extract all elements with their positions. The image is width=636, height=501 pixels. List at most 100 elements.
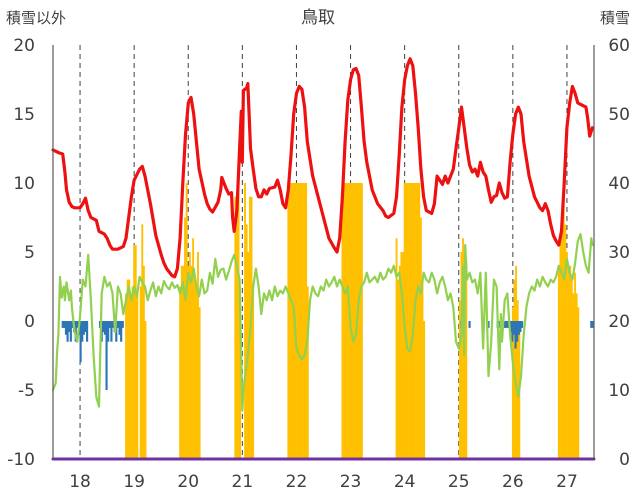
orange-bars-36 (289, 183, 291, 459)
orange-bars-67 (405, 183, 408, 459)
orange-bars-65 (402, 252, 404, 459)
blue-bars-18 (102, 321, 105, 333)
left-tick-label: 20 (13, 36, 35, 56)
orange-bars-77 (421, 279, 424, 459)
blue-bars-11 (79, 321, 82, 363)
orange-bars-15 (184, 217, 186, 459)
blue-bars-45 (514, 321, 517, 349)
orange-bars-55 (352, 183, 355, 459)
orange-bars-95 (567, 265, 570, 459)
orange-bars-83 (465, 258, 468, 459)
right-tick-label: 20 (608, 312, 630, 332)
blue-bars-21 (107, 321, 110, 342)
orange-bars-92 (562, 196, 565, 460)
orange-bars-75 (418, 183, 421, 459)
orange-bars-37 (290, 183, 293, 459)
x-tick-label: 21 (232, 472, 254, 492)
orange-bars-70 (410, 183, 413, 459)
orange-bars-24 (198, 307, 201, 459)
orange-bars-58 (357, 183, 360, 459)
x-tick-label: 22 (286, 472, 308, 492)
orange-bars-40 (295, 183, 298, 459)
orange-bars-68 (406, 183, 409, 459)
orange-bars-19 (190, 265, 193, 459)
green-line (51, 233, 594, 412)
blue-bars-1 (63, 321, 66, 328)
orange-bars-99 (574, 272, 577, 459)
orange-bars-22 (195, 286, 198, 459)
blue-bars-42 (509, 321, 512, 333)
x-tick-label: 18 (69, 472, 91, 492)
orange-bars-1 (126, 279, 129, 459)
orange-bars-87 (516, 300, 519, 459)
orange-bars-86 (515, 265, 518, 459)
x-tick-label: 20 (177, 472, 199, 492)
orange-bars-41 (297, 183, 300, 459)
chart-title: 鳥取 (301, 8, 335, 28)
left-tick-label: -5 (18, 381, 35, 401)
blue-bars-44 (512, 321, 516, 335)
orange-bars-8 (139, 286, 142, 459)
orange-bars-30 (245, 224, 248, 459)
orange-bars-64 (400, 252, 403, 459)
blue-bars-32 (468, 321, 471, 328)
x-tick-label: 23 (340, 472, 362, 492)
orange-bars-12 (179, 286, 182, 459)
left-tick-label: 10 (13, 174, 35, 194)
orange-bars-61 (395, 238, 398, 459)
blue-bars-24 (111, 321, 115, 328)
orange-bars-59 (359, 183, 362, 459)
orange-bars-16 (185, 183, 188, 459)
orange-bars-63 (398, 265, 401, 459)
right-tick-label: 30 (608, 243, 630, 263)
blue-bars-50 (590, 321, 593, 328)
orange-bars-47 (306, 286, 309, 459)
orange-bars-17 (187, 265, 190, 459)
orange-bars-21 (193, 279, 196, 459)
orange-bars-13 (180, 265, 183, 459)
orange-bars-9 (141, 224, 144, 459)
blue-bars-40 (506, 321, 509, 328)
orange-bars-82 (463, 265, 466, 459)
orange-bars-28 (239, 286, 242, 459)
orange-bars-54 (351, 183, 354, 459)
orange-bars-45 (303, 183, 306, 459)
blue-bars-0 (61, 321, 64, 328)
right-tick-label: 50 (608, 105, 630, 125)
blue-bars-3 (66, 321, 69, 342)
right-tick-label: 40 (608, 174, 630, 194)
orange-bars-34 (252, 286, 255, 459)
tick-labels: -10 -5 0 5 10 15 20 0 10 20 30 40 50 60 18 19 20 21 22 23 24… (7, 36, 630, 492)
blue-bars-35 (498, 321, 501, 328)
blue-bars-47 (517, 321, 520, 335)
red-line (51, 57, 594, 279)
orange-bars-25 (234, 196, 237, 460)
x-tick-label: 25 (448, 472, 470, 492)
series-layer (51, 57, 596, 461)
left-tick-label: -10 (7, 450, 35, 470)
right-tick-label: 10 (608, 381, 630, 401)
orange-bars-51 (346, 183, 349, 459)
orange-bars-43 (300, 183, 303, 459)
blue-bars-39 (504, 321, 507, 328)
orange-bars-50 (344, 183, 347, 459)
orange-bars-3 (129, 293, 132, 459)
orange-bars-84 (511, 307, 514, 459)
orange-bars-62 (397, 279, 400, 459)
orange-bars-52 (347, 183, 350, 459)
orange-bars-76 (419, 217, 422, 459)
blue-bars-15 (86, 321, 89, 342)
orange-bars-48 (341, 183, 344, 459)
orange-bars-80 (460, 252, 463, 459)
orange-bars-26 (235, 210, 238, 459)
right-tick-label: 60 (608, 36, 630, 56)
blue-bars-48 (519, 321, 522, 333)
orange-bars-97 (570, 279, 573, 459)
x-tick-label: 19 (123, 472, 145, 492)
left-tick-label: 0 (24, 312, 35, 332)
orange-bars-56 (354, 183, 357, 459)
left-tick-label: 15 (13, 105, 35, 125)
orange-bars-73 (415, 183, 417, 459)
orange-bars-60 (360, 183, 363, 459)
